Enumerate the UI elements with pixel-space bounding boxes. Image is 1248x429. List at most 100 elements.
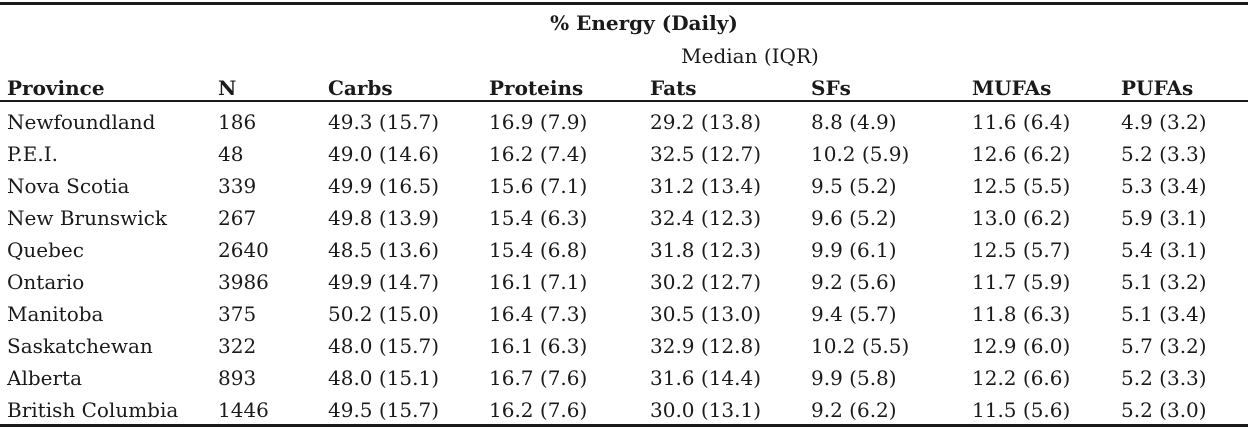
cell-province: Newfoundland [7, 110, 156, 134]
cell-sfs: 9.2 (6.2) [811, 398, 897, 422]
cell-proteins: 16.1 (7.1) [489, 270, 588, 294]
table-row: Nova Scotia 339 49.9 (16.5) 15.6 (7.1) 31.2 … [0, 170, 1248, 202]
cell-proteins: 16.4 (7.3) [489, 302, 588, 326]
cell-carbs: 49.3 (15.7) [328, 110, 440, 134]
cell-pufas: 5.2 (3.0) [1121, 398, 1207, 422]
cell-mufas: 12.9 (6.0) [972, 334, 1071, 358]
table-title: % Energy (Daily) [550, 11, 738, 35]
header-mufas: MUFAs [972, 76, 1052, 100]
cell-fats: 30.0 (13.1) [650, 398, 762, 422]
cell-sfs: 9.2 (5.6) [811, 270, 897, 294]
table-row: New Brunswick 267 49.8 (13.9) 15.4 (6.3) 32.… [0, 202, 1248, 234]
cell-pufas: 5.3 (3.4) [1121, 174, 1207, 198]
cell-carbs: 49.5 (15.7) [328, 398, 440, 422]
header-rule [0, 100, 1248, 102]
cell-sfs: 10.2 (5.9) [811, 142, 910, 166]
cell-proteins: 15.4 (6.3) [489, 206, 588, 230]
cell-n: 322 [218, 334, 257, 358]
table-subtitle: Median (IQR) [681, 44, 819, 68]
cell-sfs: 8.8 (4.9) [811, 110, 897, 134]
table-top-rule [0, 2, 1248, 5]
cell-carbs: 48.5 (13.6) [328, 238, 440, 262]
cell-pufas: 5.2 (3.3) [1121, 366, 1207, 390]
cell-carbs: 50.2 (15.0) [328, 302, 440, 326]
cell-pufas: 5.7 (3.2) [1121, 334, 1207, 358]
cell-province: British Columbia [7, 398, 179, 422]
cell-fats: 31.6 (14.4) [650, 366, 762, 390]
table-row: Ontario 3986 49.9 (14.7) 16.1 (7.1) 30.2 (12… [0, 266, 1248, 298]
cell-province: Ontario [7, 270, 85, 294]
cell-mufas: 12.2 (6.6) [972, 366, 1071, 390]
cell-fats: 31.2 (13.4) [650, 174, 762, 198]
cell-mufas: 11.8 (6.3) [972, 302, 1071, 326]
cell-sfs: 9.5 (5.2) [811, 174, 897, 198]
table-row: British Columbia 1446 49.5 (15.7) 16.2 (7.6… [0, 394, 1248, 426]
header-n: N [218, 76, 237, 100]
cell-pufas: 5.1 (3.4) [1121, 302, 1207, 326]
cell-proteins: 15.4 (6.8) [489, 238, 588, 262]
cell-sfs: 10.2 (5.5) [811, 334, 910, 358]
cell-n: 48 [218, 142, 244, 166]
cell-n: 375 [218, 302, 257, 326]
cell-proteins: 16.1 (6.3) [489, 334, 588, 358]
cell-province: P.E.I. [7, 142, 58, 166]
cell-province: Saskatchewan [7, 334, 153, 358]
table-row: Quebec 2640 48.5 (13.6) 15.4 (6.8) 31.8 (12.… [0, 234, 1248, 266]
cell-n: 267 [218, 206, 257, 230]
cell-mufas: 12.5 (5.7) [972, 238, 1071, 262]
cell-pufas: 5.4 (3.1) [1121, 238, 1207, 262]
cell-fats: 32.9 (12.8) [650, 334, 762, 358]
cell-mufas: 13.0 (6.2) [972, 206, 1071, 230]
cell-province: Nova Scotia [7, 174, 130, 198]
cell-fats: 31.8 (12.3) [650, 238, 762, 262]
cell-proteins: 16.2 (7.4) [489, 142, 588, 166]
cell-proteins: 15.6 (7.1) [489, 174, 588, 198]
cell-n: 1446 [218, 398, 269, 422]
cell-n: 3986 [218, 270, 269, 294]
cell-sfs: 9.9 (5.8) [811, 366, 897, 390]
header-carbs: Carbs [328, 76, 393, 100]
cell-n: 893 [218, 366, 257, 390]
cell-carbs: 48.0 (15.7) [328, 334, 440, 358]
header-row: Province N Carbs Proteins Fats SFs MUFAs… [0, 74, 1248, 104]
cell-proteins: 16.7 (7.6) [489, 366, 588, 390]
cell-n: 2640 [218, 238, 269, 262]
header-province: Province [7, 76, 105, 100]
cell-n: 339 [218, 174, 257, 198]
cell-carbs: 49.9 (16.5) [328, 174, 440, 198]
cell-mufas: 11.7 (5.9) [972, 270, 1071, 294]
cell-carbs: 48.0 (15.1) [328, 366, 440, 390]
cell-fats: 32.4 (12.3) [650, 206, 762, 230]
cell-fats: 30.2 (12.7) [650, 270, 762, 294]
cell-mufas: 12.6 (6.2) [972, 142, 1071, 166]
header-pufas: PUFAs [1121, 76, 1194, 100]
cell-carbs: 49.9 (14.7) [328, 270, 440, 294]
cell-province: Quebec [7, 238, 84, 262]
cell-carbs: 49.0 (14.6) [328, 142, 440, 166]
cell-fats: 32.5 (12.7) [650, 142, 762, 166]
table-row: Manitoba 375 50.2 (15.0) 16.4 (7.3) 30.5 (13… [0, 298, 1248, 330]
cell-province: Manitoba [7, 302, 104, 326]
cell-mufas: 11.6 (6.4) [972, 110, 1071, 134]
cell-pufas: 5.9 (3.1) [1121, 206, 1207, 230]
table-row: Newfoundland 186 49.3 (15.7) 16.9 (7.9) 29.2… [0, 104, 1248, 138]
cell-n: 186 [218, 110, 257, 134]
cell-sfs: 9.9 (6.1) [811, 238, 897, 262]
energy-table: Province N Carbs Proteins Fats SFs MUFAs… [0, 74, 1248, 426]
cell-fats: 29.2 (13.8) [650, 110, 762, 134]
cell-province: New Brunswick [7, 206, 167, 230]
header-sfs: SFs [811, 76, 851, 100]
cell-mufas: 11.5 (5.6) [972, 398, 1071, 422]
cell-mufas: 12.5 (5.5) [972, 174, 1071, 198]
cell-sfs: 9.6 (5.2) [811, 206, 897, 230]
cell-pufas: 4.9 (3.2) [1121, 110, 1207, 134]
cell-province: Alberta [7, 366, 82, 390]
cell-proteins: 16.9 (7.9) [489, 110, 588, 134]
cell-pufas: 5.1 (3.2) [1121, 270, 1207, 294]
table-row: P.E.I. 48 49.0 (14.6) 16.2 (7.4) 32.5 (12.7)… [0, 138, 1248, 170]
cell-proteins: 16.2 (7.6) [489, 398, 588, 422]
table-bottom-rule [0, 424, 1248, 427]
cell-sfs: 9.4 (5.7) [811, 302, 897, 326]
header-fats: Fats [650, 76, 697, 100]
header-proteins: Proteins [489, 76, 584, 100]
